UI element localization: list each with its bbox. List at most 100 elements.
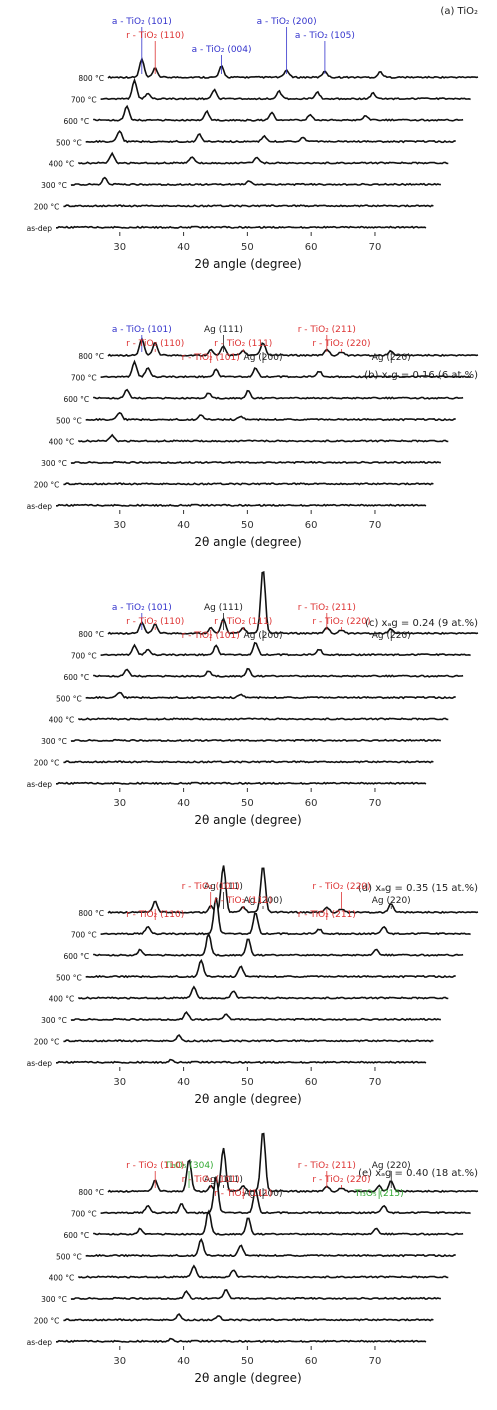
peak-annotation: r - TiO₂ (101) <box>182 1175 240 1185</box>
temperature-label: 400 °C <box>49 716 75 725</box>
xrd-trace <box>100 77 471 101</box>
x-tick-label: 70 <box>369 1356 382 1367</box>
peak-annotation: Ag (111) <box>204 882 243 892</box>
temperature-label: 800 °C <box>78 630 104 639</box>
xrd-trace <box>93 1209 464 1236</box>
peak-annotation: r - TiO₂ (110) <box>126 617 184 627</box>
x-tick-label: 70 <box>369 520 382 531</box>
xrd-trace <box>70 738 441 743</box>
xrd-trace <box>107 865 479 914</box>
xrd-trace <box>107 1132 479 1193</box>
temperature-label: 400 °C <box>49 438 75 447</box>
temperature-label: 600 °C <box>63 1231 89 1240</box>
peak-annotation: r - TiO₂ (220) <box>312 882 370 892</box>
temperature-label: 300 °C <box>41 459 67 468</box>
peak-annotation: a - TiO₂ (101) <box>112 603 172 613</box>
peak-annotation: r - TiO₂ (111) <box>214 339 272 349</box>
temperature-label: 200 °C <box>34 759 60 768</box>
peak-annotation: Ag (111) <box>204 603 243 613</box>
xrd-trace <box>100 641 471 657</box>
temperature-label: 400 °C <box>49 995 75 1004</box>
peak-annotation: Ti₃O₅ (304) <box>163 1161 213 1171</box>
xrd-trace <box>56 503 427 507</box>
temperature-label: 700 °C <box>71 651 97 660</box>
xrd-trace <box>100 359 471 379</box>
temperature-label: 300 °C <box>41 181 67 190</box>
peak-annotation: r - TiO₂ (110) <box>126 31 184 41</box>
peak-annotation: Ag (111) <box>204 1175 243 1185</box>
xrd-trace <box>63 204 434 208</box>
temperature-label: as-dep <box>27 780 53 789</box>
x-tick-label: 40 <box>177 798 190 809</box>
peak-annotation: r - TiO₂ (111) <box>214 896 272 906</box>
xrd-trace <box>85 1237 456 1258</box>
xrd-trace <box>63 482 434 486</box>
temperature-label: 700 °C <box>71 373 97 382</box>
x-tick-label: 40 <box>177 242 190 253</box>
x-tick-label: 40 <box>177 1077 190 1088</box>
temperature-label: 700 °C <box>71 1209 97 1218</box>
xrd-trace <box>100 1176 471 1215</box>
x-tick-label: 70 <box>369 798 382 809</box>
x-tick-label: 30 <box>113 798 126 809</box>
temperature-label: 800 °C <box>78 352 104 361</box>
temperature-label: 600 °C <box>63 117 89 126</box>
temperature-label: 200 °C <box>34 203 60 212</box>
temperature-label: 400 °C <box>49 160 75 169</box>
peak-annotation: a - TiO₂ (101) <box>112 17 172 27</box>
temperature-label: as-dep <box>27 1338 53 1347</box>
xrd-trace <box>85 411 456 422</box>
temperature-label: 800 °C <box>78 909 104 918</box>
xrd-trace <box>77 717 449 721</box>
panel-title: (a) TiO₂ <box>440 6 478 17</box>
xrd-trace <box>85 958 456 979</box>
temperature-label: 200 °C <box>34 481 60 490</box>
xrd-trace <box>63 760 434 764</box>
peak-annotation: Ag (200) <box>244 896 283 906</box>
x-tick-label: 30 <box>113 1356 126 1367</box>
x-axis-label: 2θ angle (degree) <box>194 257 301 271</box>
peak-annotation: r - TiO₂ (211) <box>298 1161 356 1171</box>
peak-annotation: Ag (111) <box>204 325 243 335</box>
x-axis-label: 2θ angle (degree) <box>194 1092 301 1106</box>
peak-annotation: a - TiO₂ (101) <box>112 325 172 335</box>
xrd-trace <box>63 1034 434 1043</box>
x-tick-label: 50 <box>241 1077 254 1088</box>
x-axis-label: 2θ angle (degree) <box>194 535 301 549</box>
x-tick-label: 70 <box>369 242 382 253</box>
peak-annotation: r - TiO₂ (110) <box>126 1161 184 1171</box>
peak-annotation: r - TiO₂ (110) <box>126 339 184 349</box>
temperature-label: 500 °C <box>56 973 82 982</box>
peak-annotation: Ag (220) <box>372 1161 411 1171</box>
peak-annotation: Ag (220) <box>372 896 411 906</box>
temperature-label: 300 °C <box>41 1016 67 1025</box>
xrd-trace <box>70 176 441 187</box>
chart-panel-e: (e) xₐg = 0.40 (18 at.%) 800 °C 700 °C 600 … <box>27 1132 479 1385</box>
x-tick-label: 30 <box>113 1077 126 1088</box>
x-tick-label: 60 <box>305 242 318 253</box>
xrd-trace <box>107 56 479 79</box>
panel-title: (d) xₐg = 0.35 (15 at.%) <box>358 883 478 894</box>
temperature-label: 500 °C <box>56 694 82 703</box>
x-tick-label: 70 <box>369 1077 382 1088</box>
temperature-label: 700 °C <box>71 930 97 939</box>
peak-annotation: a - TiO₂ (004) <box>192 45 252 55</box>
xrd-trace <box>85 129 456 144</box>
peak-annotation: r - TiO₂ (220) <box>312 339 370 349</box>
temperature-label: 300 °C <box>41 1295 67 1304</box>
xrd-trace <box>107 570 479 635</box>
peak-annotation: r - TiO₂ (220) <box>312 617 370 627</box>
x-tick-label: 40 <box>177 1356 190 1367</box>
chart-panel-c: (c) xₐg = 0.24 (9 at.%) 800 °C 700 °C 600 °… <box>27 570 479 827</box>
peak-annotation: r - TiO₂ (220) <box>312 1175 370 1185</box>
temperature-label: 800 °C <box>78 1188 104 1197</box>
x-tick-label: 30 <box>113 242 126 253</box>
chart-panel-d: (d) xₐg = 0.35 (15 at.%) 800 °C 700 °C 600 … <box>27 865 479 1106</box>
xrd-trace <box>70 1289 441 1301</box>
xrd-trace <box>56 1058 427 1064</box>
temperature-label: 300 °C <box>41 737 67 746</box>
xrd-trace <box>93 667 464 678</box>
x-tick-label: 50 <box>241 242 254 253</box>
